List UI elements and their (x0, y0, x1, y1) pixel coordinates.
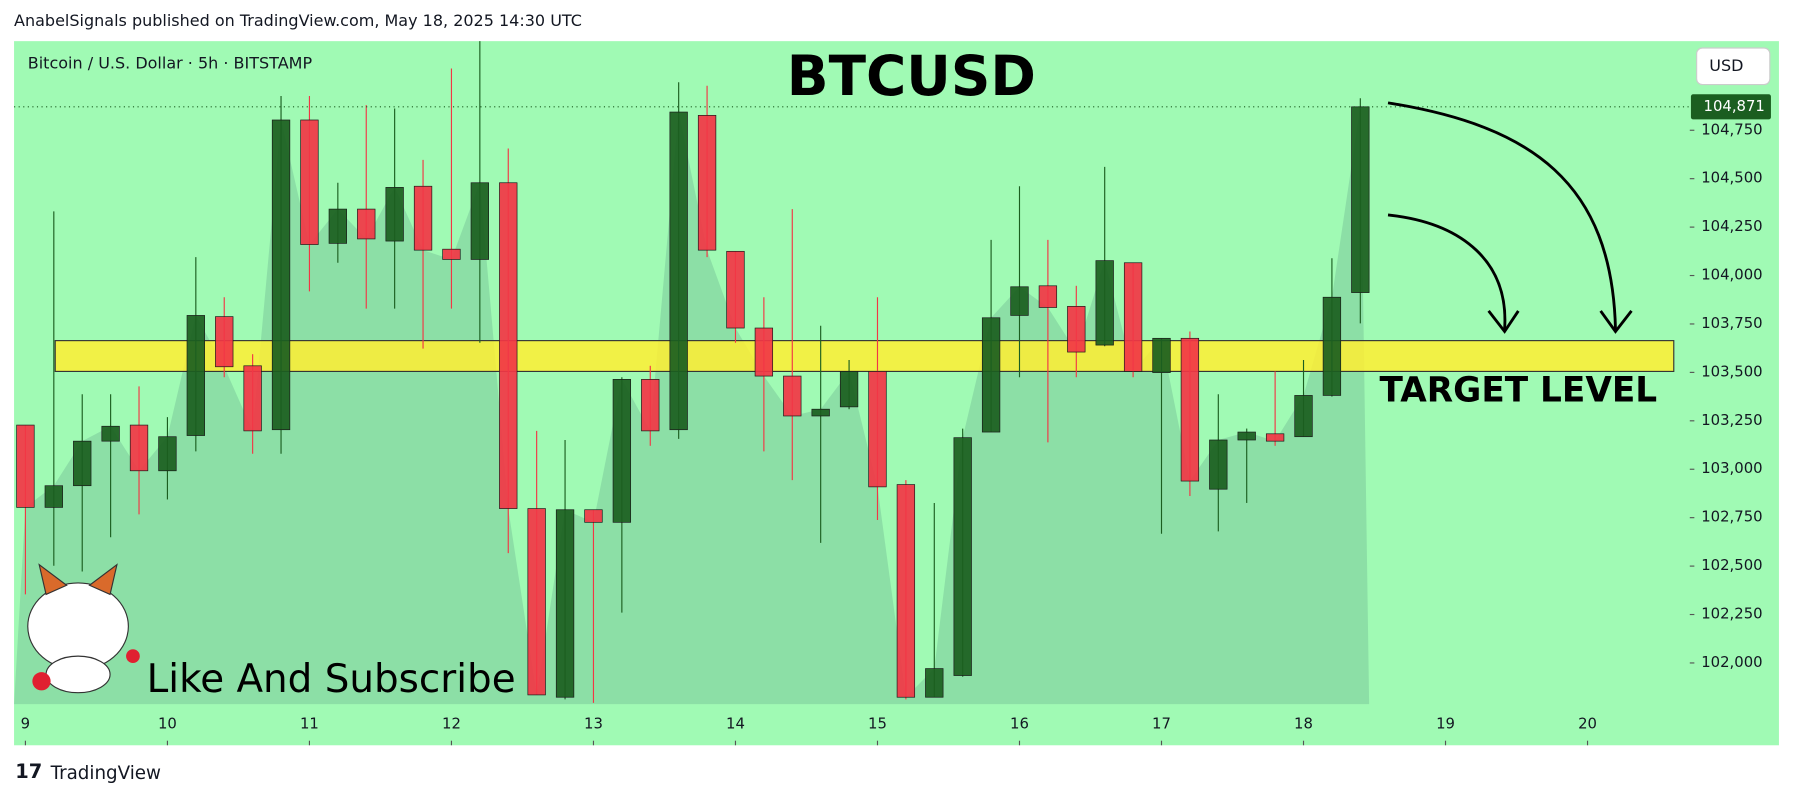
candle-body (328, 208, 347, 244)
chart-title: BTCUSD (787, 44, 1036, 108)
candle-body (271, 119, 291, 431)
target-zone (54, 340, 1675, 372)
candle-body (896, 484, 916, 698)
candle-body (981, 317, 1001, 433)
candle-body (783, 375, 802, 417)
candle-body (669, 111, 688, 431)
y-tick-label: 103,500 (1701, 362, 1762, 380)
y-tick-label: 102,250 (1701, 605, 1762, 623)
candle-body (641, 379, 660, 432)
x-tick-label: 18 (1294, 715, 1313, 733)
currency-button[interactable] (1696, 47, 1771, 86)
x-tick-label: 14 (726, 715, 745, 733)
plot (14, 41, 1690, 705)
last-price-label: 104,871 (1704, 97, 1765, 115)
candle-body (697, 114, 717, 251)
y-tick-label: 104,750 (1701, 120, 1762, 138)
x-tick-label: 16 (1010, 715, 1029, 733)
x-tick-label: 20 (1578, 715, 1597, 733)
sticker (27, 563, 140, 694)
x-tick-label: 11 (300, 715, 319, 733)
arrow-head (1599, 310, 1633, 334)
candle-body (953, 437, 972, 676)
close-area (14, 106, 1370, 705)
candle-body (1038, 285, 1058, 308)
candle-body (215, 316, 234, 368)
candle-body (1209, 439, 1228, 490)
candle-body (385, 187, 404, 242)
heart (126, 649, 140, 663)
candle-body (925, 668, 944, 698)
candle-body (1294, 395, 1313, 438)
candle-body (527, 508, 546, 696)
candle-body (1180, 337, 1200, 482)
x-tick-label: 9 (21, 715, 30, 733)
sticker-text: Like And Subscribe (147, 657, 516, 702)
x-tick-label: 12 (442, 715, 461, 733)
candle-body (129, 424, 149, 472)
footer: TradingView (50, 763, 161, 784)
y-tick-label: 104,000 (1701, 266, 1762, 284)
x-tick-label: 19 (1436, 715, 1455, 733)
candle-body (839, 371, 859, 408)
candle-body (754, 327, 774, 377)
arrow-head (1487, 310, 1520, 334)
candle-body (612, 379, 632, 523)
y-tick-label: 103,000 (1701, 459, 1762, 477)
candle-body (1067, 305, 1086, 353)
candle-body (868, 371, 887, 488)
candle-body (584, 509, 603, 523)
candle-body (1351, 106, 1370, 293)
target-label: TARGET LEVEL (1380, 370, 1658, 410)
candle-body (413, 185, 433, 251)
logo-mark: 𝟭𝟳 (15, 760, 42, 783)
y-tick-label: 103,250 (1701, 411, 1762, 429)
arrow (1387, 101, 1617, 330)
y-tick-label: 104,250 (1701, 217, 1762, 235)
last-price-box (1690, 94, 1771, 120)
candle-body (16, 424, 35, 508)
y-tick-label: 102,750 (1701, 508, 1762, 526)
candle-body (158, 436, 177, 472)
y-tick-label: 103,750 (1701, 314, 1762, 332)
candle-body (555, 509, 575, 698)
heart (32, 672, 51, 691)
arrows (1387, 101, 1633, 334)
candle-body (442, 248, 461, 260)
y-tick-label: 102,500 (1701, 556, 1762, 574)
candle-body (470, 182, 489, 260)
x-tick-label: 17 (1152, 715, 1171, 733)
candle-body (1152, 337, 1171, 373)
cat-ears (38, 563, 118, 596)
arrow (1387, 213, 1507, 330)
y-tick-label: 102,000 (1701, 653, 1762, 671)
candle-body (73, 440, 92, 487)
cat-body (45, 655, 111, 694)
candle-body (1265, 433, 1285, 442)
currency-label: USD (1709, 56, 1743, 75)
candle-body (243, 365, 262, 432)
candle-body (811, 408, 830, 417)
candle-body (101, 425, 120, 442)
symbol-info: Bitcoin / U.S. Dollar · 5h · BITSTAMP (28, 54, 313, 73)
candle-body (1095, 260, 1114, 346)
y-tick-label: 104,500 (1701, 169, 1762, 187)
candle-body (300, 119, 319, 245)
candle-body (1237, 431, 1256, 441)
candle-body (726, 250, 745, 329)
x-tick-label: 15 (868, 715, 887, 733)
x-tick-label: 10 (158, 715, 177, 733)
header: AnabelSignals published on TradingView.c… (14, 11, 582, 30)
candle-body (44, 485, 63, 508)
candle-body (186, 315, 205, 436)
candle-body (1123, 262, 1143, 372)
candle-body (1322, 296, 1342, 396)
candle-body (357, 208, 376, 240)
candle-body (499, 182, 518, 509)
x-tick-label: 13 (584, 715, 603, 733)
candle-body (1010, 286, 1029, 316)
